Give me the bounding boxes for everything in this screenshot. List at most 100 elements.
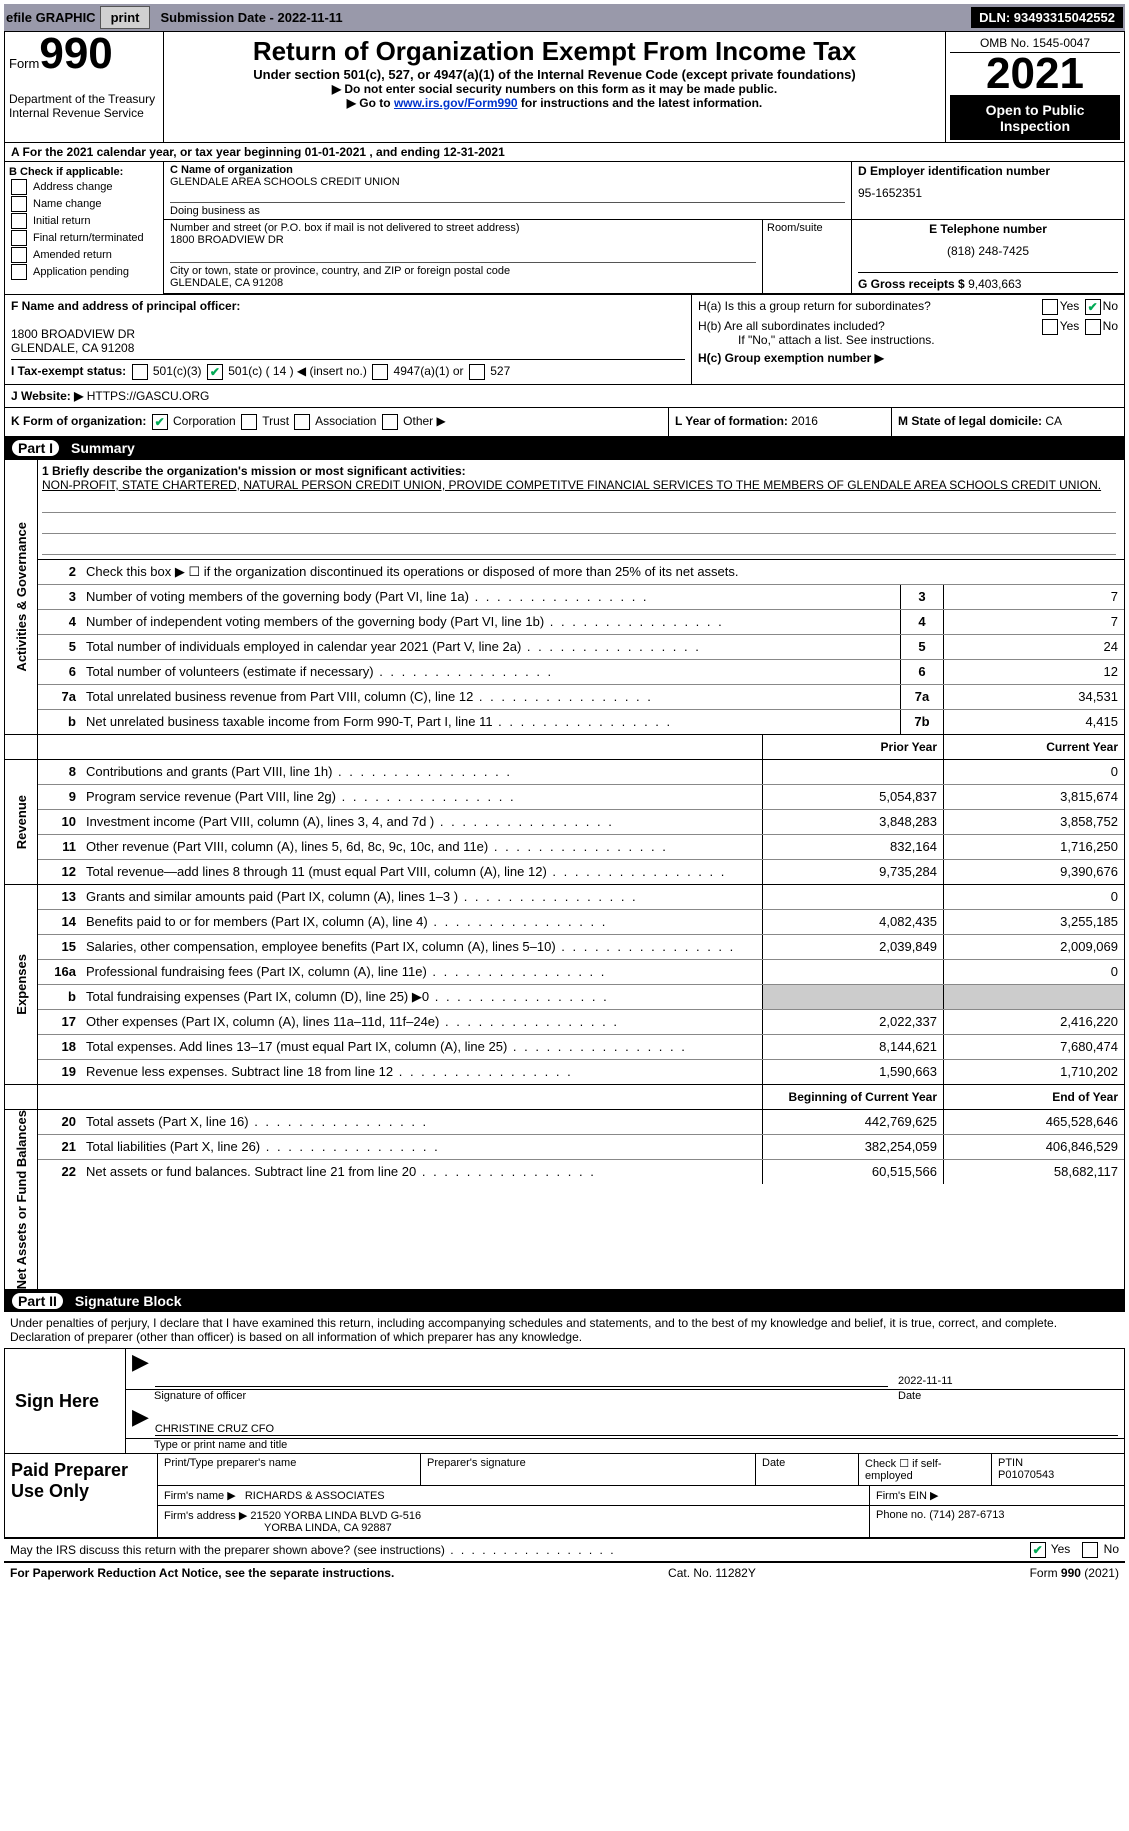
j-website: HTTPS://GASCU.ORG (87, 389, 210, 403)
officer-name: CHRISTINE CRUZ CFO (155, 1423, 1118, 1436)
ck-discuss-no[interactable] (1082, 1542, 1098, 1558)
print-button[interactable]: print (100, 6, 151, 29)
pra-notice: For Paperwork Reduction Act Notice, see … (10, 1566, 394, 1580)
footer-row: For Paperwork Reduction Act Notice, see … (4, 1561, 1125, 1583)
g-value: 9,403,663 (968, 277, 1021, 291)
cat-no: Cat. No. 11282Y (668, 1566, 756, 1580)
e-phone: (818) 248-7425 (858, 244, 1118, 258)
paid-preparer-label: Paid Preparer Use Only (5, 1454, 158, 1537)
sig-declaration: Under penalties of perjury, I declare th… (4, 1312, 1125, 1348)
d-ein: 95-1652351 (858, 186, 1118, 200)
form-title: Return of Organization Exempt From Incom… (172, 36, 937, 67)
sig-date: 2022-11-11 (888, 1375, 1118, 1387)
j-label: J Website: ▶ (11, 389, 83, 403)
ck-other[interactable] (382, 414, 398, 430)
row-a-period: A For the 2021 calendar year, or tax yea… (4, 143, 1125, 162)
i-label: I Tax-exempt status: (11, 364, 126, 378)
form-subtitle: Under section 501(c), 527, or 4947(a)(1)… (172, 67, 937, 82)
prep-h4: Check ☐ if self-employed (859, 1454, 992, 1485)
ck-corp[interactable] (152, 414, 168, 430)
b-item-1: Name change (33, 198, 102, 210)
table-row: 16aProfessional fundraising fees (Part I… (38, 959, 1124, 984)
hb-note: If "No," attach a list. See instructions… (738, 333, 1118, 347)
part-1-num: Part I (12, 440, 59, 456)
ck-trust[interactable] (241, 414, 257, 430)
ck-initial-return[interactable] (11, 213, 27, 229)
ck-501c3[interactable] (132, 364, 148, 380)
ck-amended[interactable] (11, 247, 27, 263)
section-g: G Gross receipts $ 9,403,663 (858, 272, 1118, 291)
l-value: 2016 (791, 414, 818, 428)
m-label: M State of legal domicile: (898, 414, 1042, 428)
dept-treasury: Department of the Treasury (9, 92, 159, 106)
ha-no: No (1103, 299, 1118, 313)
expenses-section: Expenses 13Grants and similar amounts pa… (4, 885, 1125, 1085)
table-row: 13Grants and similar amounts paid (Part … (38, 885, 1124, 909)
k-trust: Trust (262, 414, 289, 428)
city-label: City or town, state or province, country… (170, 262, 756, 277)
ck-final-return[interactable] (11, 230, 27, 246)
table-row: 9Program service revenue (Part VIII, lin… (38, 784, 1124, 809)
ck-discuss-yes[interactable] (1030, 1542, 1046, 1558)
prep-h2: Preparer's signature (421, 1454, 756, 1485)
col-end: End of Year (943, 1085, 1124, 1109)
top-bar: efile GRAPHIC print Submission Date - 20… (4, 4, 1125, 31)
part-2-header: Part II Signature Block (4, 1290, 1125, 1312)
ck-hb-no[interactable] (1085, 319, 1101, 335)
ck-527[interactable] (469, 364, 485, 380)
addr-label: Number and street (or P.O. box if mail i… (170, 222, 756, 234)
k-other: Other ▶ (403, 414, 446, 428)
section-f: F Name and address of principal officer:… (5, 295, 692, 384)
table-row: bNet unrelated business taxable income f… (38, 709, 1124, 734)
dba-label: Doing business as (170, 202, 845, 217)
i-o3: 4947(a)(1) or (394, 364, 464, 378)
city-value: GLENDALE, CA 91208 (170, 277, 756, 289)
ck-4947[interactable] (372, 364, 388, 380)
k-corp: Corporation (173, 414, 236, 428)
firm-name: Firm's name ▶ RICHARDS & ASSOCIATES (158, 1486, 870, 1505)
col-headers: Prior Year Current Year (4, 735, 1125, 760)
instr-goto: ▶ Go to www.irs.gov/Form990 for instruct… (172, 96, 937, 110)
side-activities: Activities & Governance (5, 460, 38, 734)
ck-assoc[interactable] (294, 414, 310, 430)
form-word: Form (9, 56, 39, 71)
ck-address-change[interactable] (11, 179, 27, 195)
dln: DLN: 93493315042552 (971, 7, 1123, 28)
form-footer: Form 990 (2021) (1030, 1566, 1119, 1580)
sig-officer-line (155, 1386, 888, 1387)
hb-label: H(b) Are all subordinates included? (698, 319, 885, 333)
table-row: 19Revenue less expenses. Subtract line 1… (38, 1059, 1124, 1084)
hb-no: No (1103, 319, 1118, 333)
ck-name-change[interactable] (11, 196, 27, 212)
ck-app-pending[interactable] (11, 264, 27, 280)
e-label: E Telephone number (858, 222, 1118, 236)
section-k: K Form of organization: Corporation Trus… (5, 408, 668, 436)
block-bcde: B Check if applicable: Address change Na… (4, 162, 1125, 295)
firm-ein: Firm's EIN ▶ (870, 1486, 1124, 1505)
ck-ha-yes[interactable] (1042, 299, 1058, 315)
k-label: K Form of organization: (11, 414, 146, 428)
col-current: Current Year (943, 735, 1124, 759)
table-row: 3Number of voting members of the governi… (38, 584, 1124, 609)
table-row: 8Contributions and grants (Part VIII, li… (38, 760, 1124, 784)
g-label: G Gross receipts $ (858, 277, 965, 291)
section-h: H(a) Is this a group return for subordin… (692, 295, 1124, 384)
f-addr1: 1800 BROADVIEW DR (11, 327, 685, 341)
table-row: 20Total assets (Part X, line 16)442,769,… (38, 1110, 1124, 1134)
mission-text: NON-PROFIT, STATE CHARTERED, NATURAL PER… (42, 478, 1116, 492)
prep-h1: Print/Type preparer's name (158, 1454, 421, 1485)
ck-ha-no[interactable] (1085, 299, 1101, 315)
ck-hb-yes[interactable] (1042, 319, 1058, 335)
prep-h3: Date (756, 1454, 859, 1485)
ck-501c[interactable] (207, 364, 223, 380)
irs-link[interactable]: www.irs.gov/Form990 (394, 96, 518, 110)
i-o2: 501(c) ( 14 ) ◀ (insert no.) (228, 364, 367, 378)
irs-discuss-row: May the IRS discuss this return with the… (4, 1538, 1125, 1561)
form-number: 990 (39, 29, 112, 78)
side-spacer-2 (5, 1085, 38, 1109)
table-row: 15Salaries, other compensation, employee… (38, 934, 1124, 959)
side-spacer (5, 735, 38, 759)
b-item-2: Initial return (33, 215, 90, 227)
section-m: M State of legal domicile: CA (891, 408, 1124, 436)
k-assoc: Association (315, 414, 376, 428)
